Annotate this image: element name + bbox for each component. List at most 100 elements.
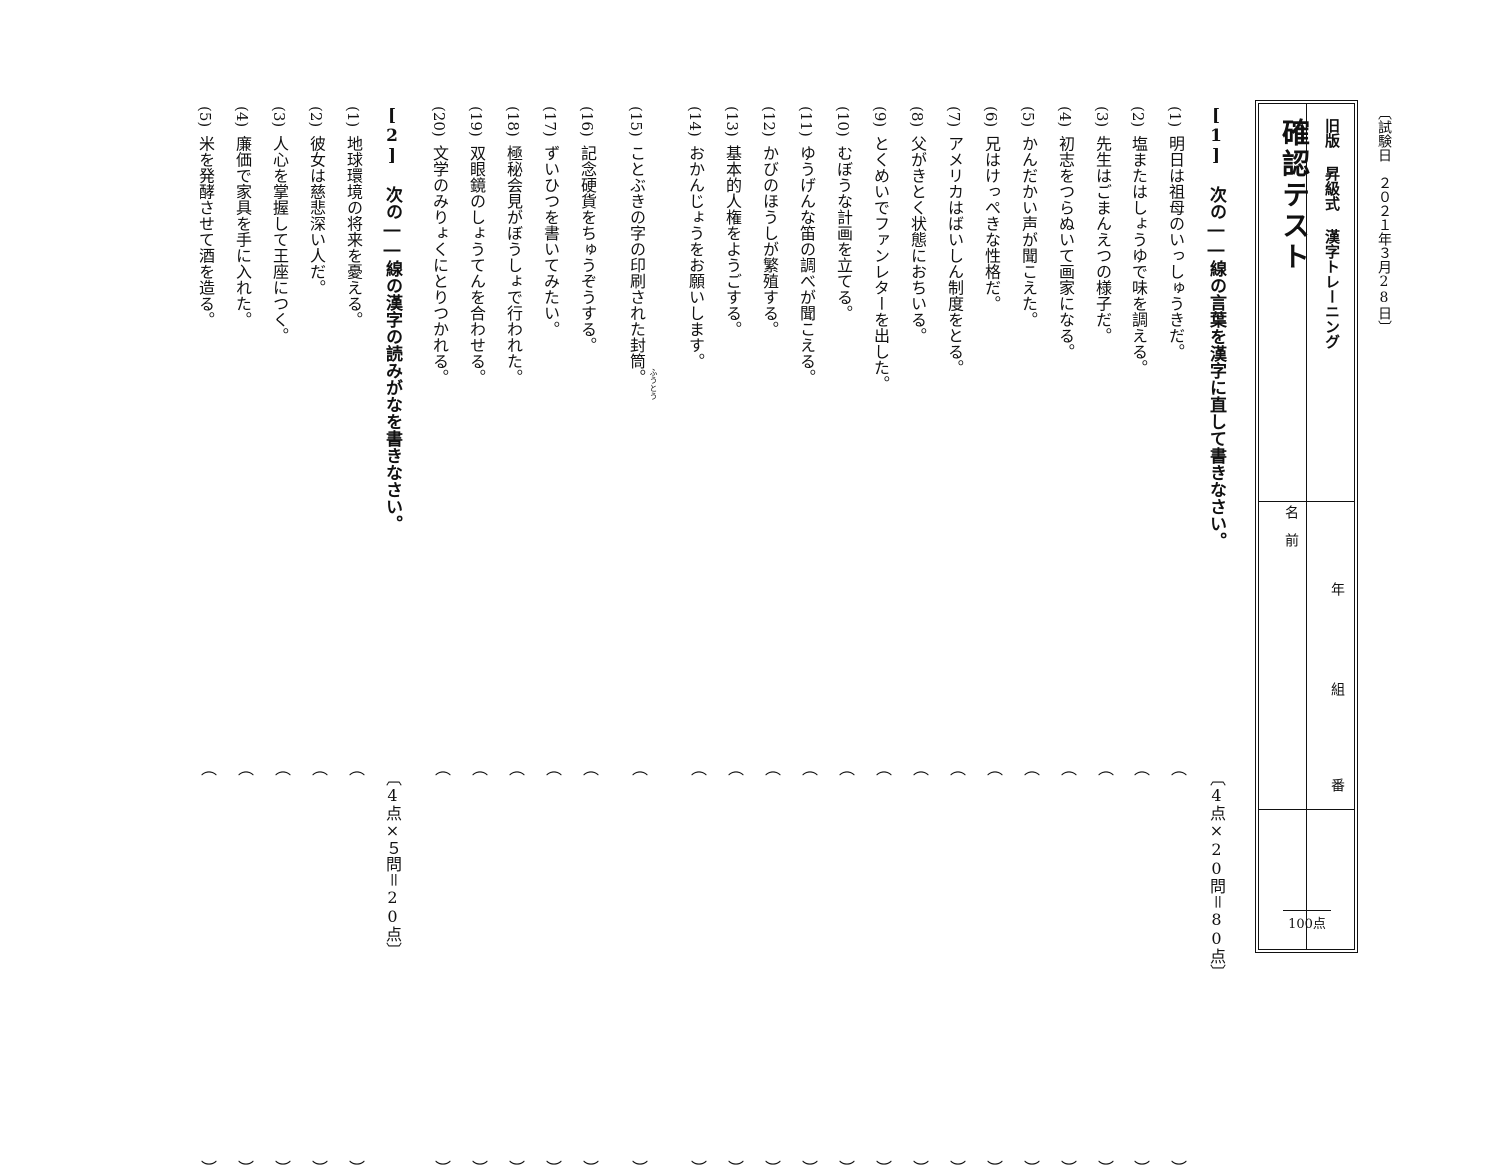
question-number: (2): [1129, 106, 1147, 128]
question-number: (4): [233, 106, 251, 128]
number-label: 番: [1329, 778, 1345, 792]
answer-blank[interactable]: （ ）: [725, 760, 744, 1176]
question-text: 基本的人権をようごする。: [723, 144, 742, 337]
question-text: むぼうな計画を立てる。: [834, 144, 853, 321]
question-number: (2): [307, 106, 325, 128]
answer-blank[interactable]: （ ）: [309, 760, 328, 1176]
question-item: (5) 米を発酵させて酒を造る。: [195, 106, 215, 327]
answer-blank[interactable]: （ ）: [629, 760, 648, 1176]
answer-blank[interactable]: （ ）: [947, 760, 966, 1176]
question-text: 父がきとく状態におちいる。: [908, 135, 927, 344]
question-text: 地球環境の将来を憂える。: [344, 135, 363, 328]
answer-blank[interactable]: （ ）: [910, 760, 929, 1176]
answer-blank[interactable]: （ ）: [1021, 760, 1040, 1176]
answer-blank[interactable]: （ ）: [1058, 760, 1077, 1176]
page-title: 確認テスト: [1278, 118, 1311, 273]
header-box: [1255, 100, 1358, 953]
question-item: (13) 基本的人権をようごする。: [722, 106, 742, 337]
answer-blank[interactable]: （ ）: [984, 760, 1003, 1176]
test-subtitle: 旧版 昇級式 漢字トレーニング: [1323, 118, 1341, 349]
question-text: 双眼鏡のしょうてんを合わせる。: [467, 144, 486, 385]
header-divider-vertical: [1306, 104, 1307, 949]
question-text: とくめいでファンレターを出した。: [871, 135, 890, 392]
question-text: ことぶきの字の印刷された封筒。: [627, 144, 646, 385]
total-score: 100点: [1283, 910, 1331, 932]
answer-blank[interactable]: （ ）: [873, 760, 892, 1176]
section1-heading: [1] 次の――線の言葉を漢字に直して書きなさい。: [1206, 106, 1226, 549]
question-number: (5): [196, 106, 214, 128]
header-divider-2: [1259, 809, 1354, 810]
question-item: (2) 彼女は慈悲深い人だ。: [306, 106, 326, 295]
answer-blank[interactable]: （ ）: [432, 760, 451, 1176]
question-item: (20) 文学のみりょくにとりつかれる。: [429, 106, 449, 385]
question-number: (19): [467, 106, 485, 137]
question-item: (4) 廉価で家具を手に入れた。: [232, 106, 252, 327]
question-number: (6): [982, 106, 1000, 128]
question-number: (8): [908, 106, 926, 128]
question-item: (11) ゆうげんな笛の調べが聞こえる。: [796, 106, 816, 385]
question-item: (1) 地球環境の将来を憂える。: [343, 106, 363, 327]
question-item: (8) 父がきとく状態におちいる。: [907, 106, 927, 343]
answer-blank[interactable]: （ ）: [469, 760, 488, 1176]
answer-blank[interactable]: （ ）: [580, 760, 599, 1176]
question-item: (3) 人心を掌握して王座につく。: [269, 106, 289, 343]
grade-label: 年: [1329, 582, 1345, 596]
answer-blank[interactable]: （ ）: [506, 760, 525, 1176]
question-number: (4): [1056, 106, 1074, 128]
question-number: (17): [541, 106, 559, 137]
question-item: (10) むぼうな計画を立てる。: [833, 106, 853, 321]
answer-blank[interactable]: （ ）: [543, 760, 562, 1176]
question-text: 先生はごまんえつの様子だ。: [1093, 135, 1112, 344]
question-item: (7) アメリカはばいしん制度をとる。: [944, 106, 964, 375]
answer-blank[interactable]: （ ）: [235, 760, 254, 1176]
answer-blank[interactable]: （ ）: [346, 760, 365, 1176]
question-number: (18): [504, 106, 522, 137]
answer-blank[interactable]: （ ）: [799, 760, 818, 1176]
question-item: (3) 先生はごまんえつの様子だ。: [1092, 106, 1112, 343]
question-text: かんだかい声が聞こえた。: [1019, 135, 1038, 328]
question-item: (12) かびのほうしが繁殖する。: [759, 106, 779, 337]
answer-blank[interactable]: （ ）: [762, 760, 781, 1176]
question-item: (16) 記念硬貨をちゅうぞうする。: [577, 106, 597, 353]
question-text: 米を発酵させて酒を造る。: [196, 135, 215, 328]
question-number: (14): [686, 106, 704, 137]
question-text: 廉価で家具を手に入れた。: [233, 135, 252, 328]
question-number: (11): [797, 106, 815, 137]
ruby-annotation: ふうとう: [649, 368, 658, 400]
question-number: (1): [1166, 106, 1184, 128]
question-number: (15): [627, 106, 645, 137]
question-item: (15) ことぶきの字の印刷された封筒。: [626, 106, 646, 385]
section1-points: 〔4点×20問＝80点〕: [1207, 770, 1226, 980]
question-text: ゆうげんな笛の調べが聞こえる。: [797, 144, 816, 385]
class-label: 組: [1329, 682, 1345, 696]
question-text: 兄はけっぺきな性格だ。: [982, 135, 1001, 312]
answer-blank[interactable]: （ ）: [688, 760, 707, 1176]
answer-blank[interactable]: （ ）: [198, 760, 217, 1176]
question-item: (18) 極秘会見がぼうしょで行われた。: [503, 106, 523, 385]
question-number: (10): [834, 106, 852, 137]
question-item: (4) 初志をつらぬいて画家になる。: [1055, 106, 1075, 359]
test-date: 〔試験日 ２０２１年３月28日〕: [1376, 106, 1392, 334]
question-item: (1) 明日は祖母のいっしゅうきだ。: [1165, 106, 1185, 359]
question-text: アメリカはばいしん制度をとる。: [945, 135, 964, 376]
answer-blank[interactable]: （ ）: [272, 760, 291, 1176]
question-number: (20): [430, 106, 448, 137]
question-item: (2) 塩またはしょうゆで味を調える。: [1128, 106, 1148, 375]
question-number: (9): [871, 106, 889, 128]
question-text: ずいひつを書いてみたい。: [541, 144, 560, 337]
answer-blank[interactable]: （ ）: [1168, 760, 1187, 1176]
question-text: 彼女は慈悲深い人だ。: [307, 135, 326, 296]
answer-blank[interactable]: （ ）: [836, 760, 855, 1176]
answer-blank[interactable]: （ ）: [1095, 760, 1114, 1176]
section2-points: 〔4点×５問＝20点〕: [383, 770, 402, 958]
question-number: (7): [945, 106, 963, 128]
question-item: (17) ずいひつを書いてみたい。: [540, 106, 560, 337]
question-item: (19) 双眼鏡のしょうてんを合わせる。: [466, 106, 486, 385]
name-label: 名前: [1283, 505, 1299, 561]
question-text: 文学のみりょくにとりつかれる。: [430, 144, 449, 385]
answer-blank[interactable]: （ ）: [1131, 760, 1150, 1176]
question-item: (6) 兄はけっぺきな性格だ。: [981, 106, 1001, 311]
question-text: 塩またはしょうゆで味を調える。: [1129, 135, 1148, 376]
question-item: (14) おかんじょうをお願いします。: [685, 106, 705, 369]
question-item: (5) かんだかい声が聞こえた。: [1018, 106, 1038, 327]
